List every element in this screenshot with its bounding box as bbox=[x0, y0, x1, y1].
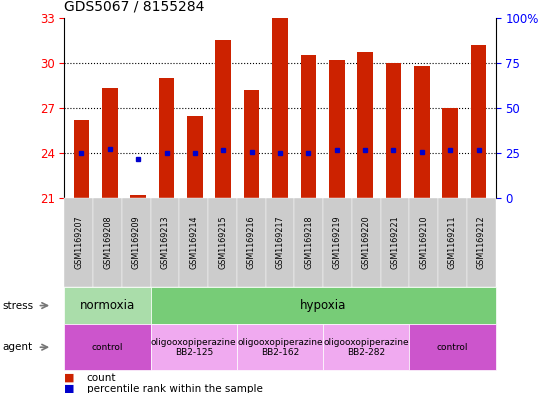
Text: agent: agent bbox=[3, 342, 33, 352]
Text: stress: stress bbox=[3, 301, 34, 310]
Text: oligooxopiperazine
BB2-125: oligooxopiperazine BB2-125 bbox=[151, 338, 236, 357]
Text: GSM1169221: GSM1169221 bbox=[390, 216, 399, 270]
Bar bbox=[329, 60, 344, 198]
Text: oligooxopiperazine
BB2-162: oligooxopiperazine BB2-162 bbox=[237, 338, 323, 357]
Text: count: count bbox=[87, 373, 116, 383]
Bar bbox=[244, 90, 259, 198]
Text: GSM1169210: GSM1169210 bbox=[419, 216, 428, 270]
Text: GSM1169209: GSM1169209 bbox=[132, 216, 141, 270]
Text: hypoxia: hypoxia bbox=[300, 299, 346, 312]
Bar bbox=[216, 40, 231, 198]
Text: GSM1169208: GSM1169208 bbox=[103, 216, 112, 270]
Text: normoxia: normoxia bbox=[80, 299, 135, 312]
Text: percentile rank within the sample: percentile rank within the sample bbox=[87, 384, 263, 393]
Text: ■: ■ bbox=[64, 384, 75, 393]
Bar bbox=[414, 66, 430, 198]
Text: GSM1169207: GSM1169207 bbox=[74, 216, 83, 270]
Text: GSM1169217: GSM1169217 bbox=[276, 216, 284, 270]
Text: GDS5067 / 8155284: GDS5067 / 8155284 bbox=[64, 0, 205, 14]
Text: GSM1169216: GSM1169216 bbox=[247, 216, 256, 270]
Bar bbox=[357, 52, 373, 198]
Bar bbox=[471, 45, 487, 198]
Text: oligooxopiperazine
BB2-282: oligooxopiperazine BB2-282 bbox=[324, 338, 409, 357]
Text: ■: ■ bbox=[64, 373, 75, 383]
Text: GSM1169220: GSM1169220 bbox=[362, 216, 371, 270]
Text: control: control bbox=[437, 343, 468, 352]
Bar bbox=[301, 55, 316, 198]
Text: GSM1169215: GSM1169215 bbox=[218, 216, 227, 270]
Text: GSM1169213: GSM1169213 bbox=[161, 216, 170, 270]
Text: GSM1169218: GSM1169218 bbox=[304, 216, 313, 270]
Bar bbox=[158, 78, 174, 198]
Text: GSM1169214: GSM1169214 bbox=[189, 216, 198, 270]
Text: GSM1169211: GSM1169211 bbox=[448, 216, 457, 270]
Bar bbox=[130, 195, 146, 198]
Bar bbox=[442, 108, 458, 198]
Bar bbox=[102, 88, 118, 198]
Bar bbox=[386, 63, 402, 198]
Bar bbox=[272, 18, 288, 198]
Text: control: control bbox=[92, 343, 123, 352]
Bar bbox=[73, 120, 89, 198]
Text: GSM1169212: GSM1169212 bbox=[477, 216, 486, 270]
Text: GSM1169219: GSM1169219 bbox=[333, 216, 342, 270]
Bar bbox=[187, 116, 203, 198]
